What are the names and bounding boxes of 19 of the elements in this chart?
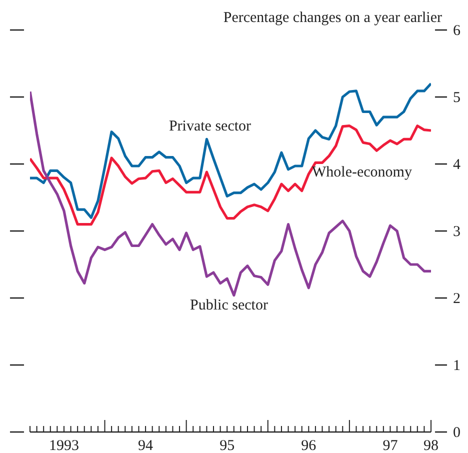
y-tick-label: 1 [453, 358, 460, 374]
x-tick-label: 97 [382, 438, 398, 453]
x-tick-label: 96 [301, 438, 317, 453]
line-series [30, 82, 431, 219]
y-tick-label: 4 [453, 157, 461, 173]
y-tick-label: 6 [453, 23, 461, 39]
series-label: Public sector [190, 298, 268, 314]
y-tick-label: 5 [453, 90, 460, 106]
x-tick-label: 95 [220, 438, 235, 453]
x-tick-label: 1993 [48, 438, 79, 453]
chart-title: Percentage changes on a year earlier [223, 10, 442, 27]
x-tick-label: 98 [424, 438, 438, 453]
y-tick-label: 0 [453, 425, 460, 441]
y-tick-label: 3 [453, 224, 460, 240]
x-tick-label: 94 [138, 438, 154, 453]
series-label: Whole-economy [312, 164, 412, 182]
series-label: Private sector [168, 118, 252, 136]
y-tick-label: 2 [453, 291, 460, 307]
line-series [30, 90, 431, 297]
